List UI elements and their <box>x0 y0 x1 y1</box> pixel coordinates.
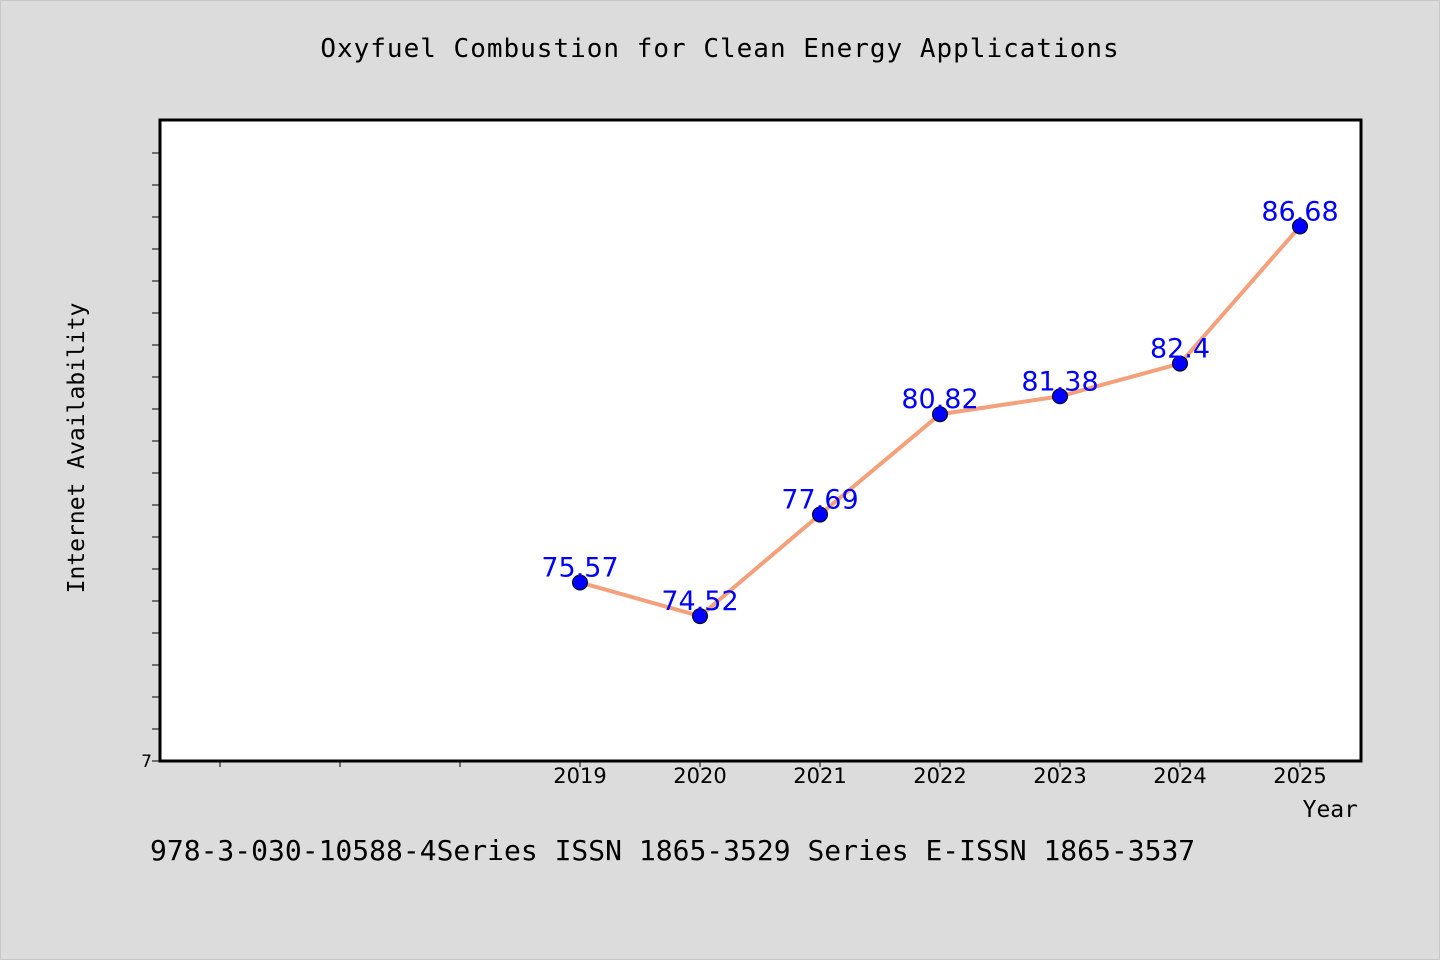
data-labels: 75.57 74.52 77.69 80.82 81.38 82.4 86.68 <box>541 196 1338 617</box>
data-label: 81.38 <box>1021 366 1098 397</box>
y-axis-label: Internet Availability <box>64 303 90 594</box>
data-label: 82.4 <box>1150 334 1210 365</box>
x-tick-label: 2021 <box>793 764 846 788</box>
x-tick-labels: 2019 2020 2021 2022 2023 2024 2025 <box>553 764 1326 788</box>
data-points <box>572 218 1308 625</box>
data-label: 74.52 <box>661 586 738 617</box>
chart-title: Oxyfuel Combustion for Clean Energy Appl… <box>320 34 1120 64</box>
data-point <box>932 406 948 423</box>
data-point <box>1052 388 1068 405</box>
data-point <box>1292 218 1308 235</box>
plot-border <box>158 118 1363 763</box>
data-point <box>692 608 708 625</box>
data-label: 80.82 <box>901 384 978 415</box>
data-label: 86.68 <box>1261 196 1338 227</box>
x-tick-label: 2024 <box>1153 764 1206 788</box>
x-tick-label: 2022 <box>913 764 966 788</box>
data-point <box>812 506 828 523</box>
footnote-isbn: 978-3-030-10588-4Series ISSN 1865-3529 S… <box>150 834 1196 867</box>
y-tick-label: 7 <box>141 752 152 772</box>
x-tick-label: 2023 <box>1033 764 1086 788</box>
data-label: 77.69 <box>781 485 858 516</box>
x-tick-label: 2020 <box>673 764 726 788</box>
x-axis-label: Year <box>1303 797 1358 823</box>
data-label: 75.57 <box>541 552 618 583</box>
plot-area <box>160 120 1361 761</box>
data-point <box>572 574 588 591</box>
x-tick-label: 2019 <box>553 764 606 788</box>
x-tick-label: 2025 <box>1273 764 1326 788</box>
data-point <box>1172 355 1188 372</box>
